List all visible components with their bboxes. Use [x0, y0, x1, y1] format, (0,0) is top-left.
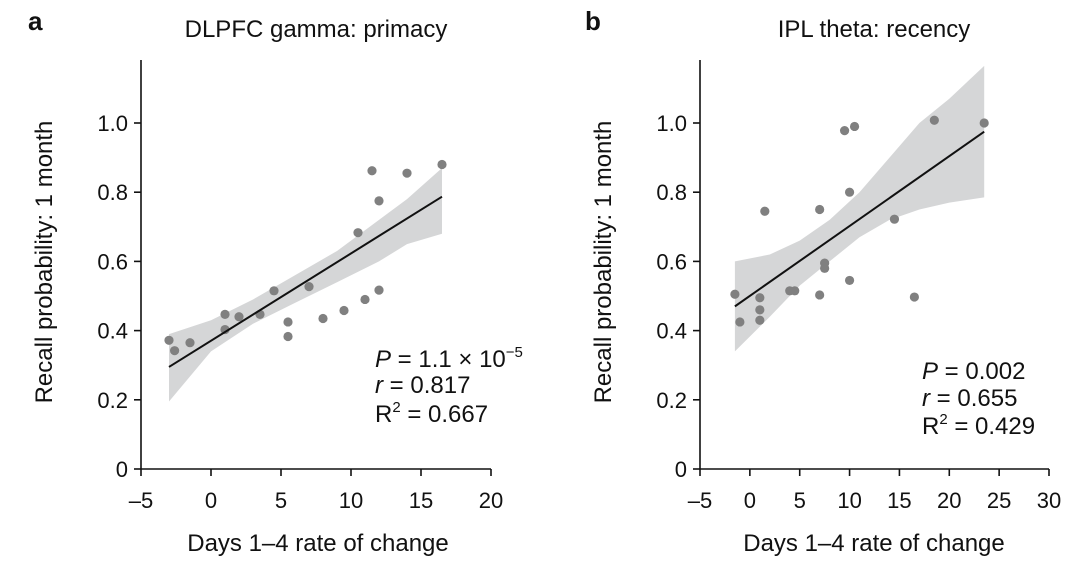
data-point-a-11: [318, 313, 328, 324]
data-point-b-14: [849, 121, 860, 132]
data-point-b-8: [815, 204, 825, 215]
data-point-b-9: [815, 290, 825, 300]
y-axis-label-a: Recall probability: 1 month: [31, 121, 58, 404]
data-point-a-4: [220, 324, 230, 335]
y-tick-label-a-3: 0.6: [97, 249, 128, 274]
data-point-b-13: [844, 187, 855, 197]
stat-r2-a: R2 = 0.667: [375, 399, 488, 428]
marks-a: 00.20.40.60.81.0–5 0 5 10 15 20: [97, 60, 503, 513]
data-point-a-14: [360, 294, 370, 305]
y-tick-label-a-0: 0: [116, 457, 128, 482]
x-tick-label-b-0: –5: [688, 488, 712, 513]
data-point-b-7: [785, 286, 795, 296]
x-tick-label-a-3: 10: [339, 488, 363, 513]
x-tick-label-b-4: 15: [887, 488, 911, 513]
stat-p-value-b: P = 0.002: [922, 358, 1025, 385]
data-point-b-0: [730, 289, 740, 299]
data-point-b-15: [844, 275, 855, 286]
x-tick-label-b-2: 5: [794, 488, 806, 513]
data-point-a-16: [374, 196, 384, 206]
data-point-a-17: [374, 285, 384, 295]
data-point-a-5: [234, 312, 244, 322]
x-tick-label-a-0: –5: [129, 488, 153, 513]
data-point-a-15: [367, 166, 377, 176]
x-tick-label-b-7: 30: [1037, 488, 1061, 513]
y-tick-label-a-2: 0.4: [97, 319, 128, 344]
data-point-b-11: [820, 263, 830, 273]
y-tick-label-b-0: 0: [675, 457, 687, 482]
y-tick-label-a-4: 0.8: [97, 180, 128, 205]
data-point-a-0: [164, 335, 174, 345]
data-point-a-19: [437, 159, 447, 170]
data-point-b-19: [979, 118, 989, 128]
regression-line-b: [734, 130, 985, 308]
data-point-b-2: [755, 293, 765, 303]
x-tick-label-b-3: 10: [837, 488, 861, 513]
x-tick-label-a-1: 0: [205, 488, 217, 513]
chart-title-b: IPL theta: recency: [778, 16, 971, 43]
data-point-a-10: [304, 282, 314, 292]
y-tick-label-b-4: 0.8: [656, 180, 687, 205]
data-point-a-3: [220, 309, 230, 319]
x-axis-label-a: Days 1–4 rate of change: [187, 530, 449, 557]
stat-p-exponent-a: −5: [506, 344, 523, 361]
chart-title-a: DLPFC gamma: primacy: [185, 16, 448, 43]
y-tick-label-b-1: 0.2: [656, 388, 687, 413]
y-tick-label-b-2: 0.4: [656, 319, 687, 344]
panel-b: b IPL theta: recency Days 1–4 rate of ch…: [585, 6, 1061, 557]
stat-r-a: r = 0.817: [375, 372, 470, 399]
data-point-a-1: [170, 346, 180, 356]
panel-a: a DLPFC gamma: primacy Days 1–4 rate of …: [28, 6, 523, 557]
x-tick-label-b-5: 20: [937, 488, 961, 513]
x-axis-label-b: Days 1–4 rate of change: [743, 530, 1005, 557]
data-point-b-1: [735, 317, 745, 327]
data-point-b-3: [755, 305, 765, 315]
x-tick-label-b-1: 0: [744, 488, 756, 513]
y-tick-label-a-5: 1.0: [97, 111, 128, 136]
data-point-b-17: [909, 292, 919, 302]
panel-letter-b: b: [585, 6, 601, 36]
stat-r2-b: R2 = 0.429: [922, 411, 1035, 440]
data-point-a-9: [283, 331, 293, 342]
x-tick-label-a-2: 5: [275, 488, 287, 513]
data-point-a-13: [353, 228, 363, 238]
y-tick-label-b-3: 0.6: [656, 249, 687, 274]
stat-r-b: r = 0.655: [922, 385, 1017, 412]
y-axis-label-b: Recall probability: 1 month: [590, 121, 617, 404]
marks-b: 00.20.40.60.81.0–5 0 5 10 15 20 25 30: [656, 60, 1061, 513]
data-point-a-18: [402, 168, 412, 178]
data-point-a-7: [269, 286, 279, 296]
data-point-b-18: [929, 115, 939, 125]
y-tick-label-b-5: 1.0: [656, 111, 687, 136]
x-tick-label-b-6: 25: [987, 488, 1011, 513]
confidence-band-b: [734, 65, 985, 352]
stat-p-value-a: P = 1.1 × 10−5: [375, 344, 523, 373]
panel-letter-a: a: [28, 6, 43, 36]
data-point-b-4: [755, 315, 765, 325]
data-point-a-2: [185, 338, 195, 348]
x-tick-label-a-5: 20: [479, 488, 503, 513]
y-tick-label-a-1: 0.2: [97, 388, 128, 413]
data-point-b-5: [760, 206, 770, 216]
data-point-b-12: [839, 126, 850, 136]
data-point-a-8: [283, 317, 293, 327]
data-point-b-16: [889, 214, 900, 224]
x-tick-label-a-4: 15: [409, 488, 433, 513]
data-point-a-12: [339, 305, 349, 316]
regression-line-a: [168, 195, 443, 368]
